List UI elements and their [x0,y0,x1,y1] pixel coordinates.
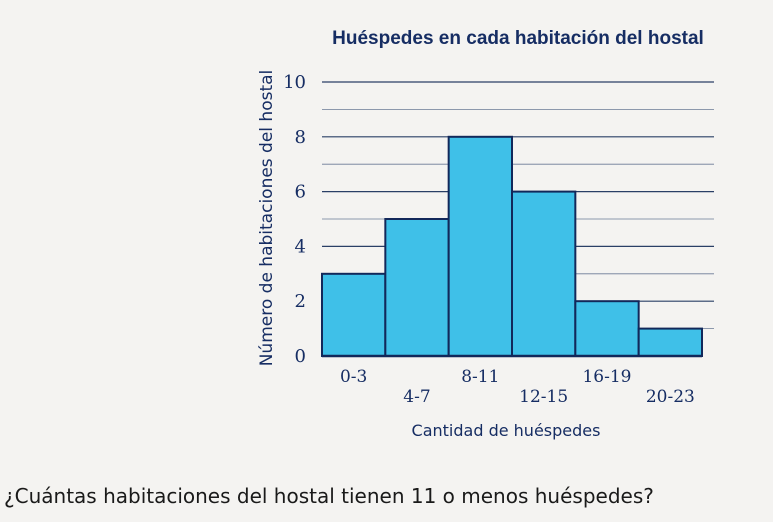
y-tick-label: 10 [283,72,306,93]
y-tick-label: 6 [295,182,306,203]
bar-8-11 [447,135,513,357]
x-tick-label: 8-11 [461,367,499,387]
y-tick-label: 8 [295,127,306,148]
bar-16-19 [574,300,640,358]
y-tick-label: 4 [295,236,306,257]
question-text: ¿Cuántas habitaciones del hostal tienen … [4,484,654,508]
x-tick-label: 0-3 [340,367,367,387]
y-axis-label: Número de habitaciones del hostal [257,70,277,367]
bar-4-7 [384,218,450,357]
y-tick-label: 2 [295,291,306,312]
x-tick-label: 12-15 [519,387,568,407]
x-axis-label: Cantidad de huéspedes [412,421,601,440]
x-tick-label: 16-19 [582,367,631,387]
x-tick-label: 20-23 [646,387,695,407]
y-tick-label: 0 [295,346,306,367]
bar-12-15 [511,190,577,357]
bar-0-3 [321,272,387,357]
x-tick-label: 4-7 [403,387,430,407]
chart-title: Huéspedes en cada habitación del hostal [332,28,704,49]
bar-20-23 [637,327,704,358]
